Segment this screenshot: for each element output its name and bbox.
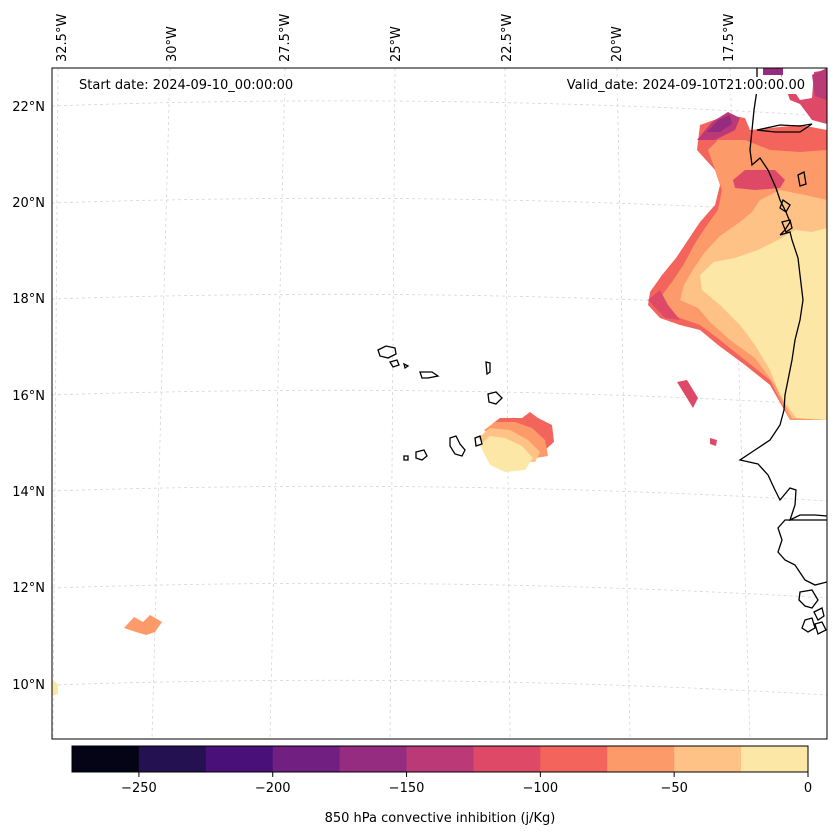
coastline-upper-spit <box>756 123 813 133</box>
cin-contours-southwest <box>52 615 162 696</box>
colorbar-swatches <box>72 746 809 772</box>
lon-label-22-5w: 22.5°W <box>500 14 515 62</box>
colorbar-frame <box>71 745 809 773</box>
lon-label-25w: 25°W <box>389 26 404 62</box>
cin-band-minus-100-to-minus-125-patch2 <box>710 438 717 446</box>
island-fogo <box>415 449 428 461</box>
colorbar-label: 850 hPa convective inhibition (j/Kg) <box>325 811 556 826</box>
island-boa-vista <box>487 391 503 405</box>
colorbar-swatch <box>72 746 140 772</box>
colorbar-swatch <box>272 746 341 772</box>
island-sal <box>485 361 491 376</box>
lat-label-14n: 14°N <box>12 485 45 500</box>
island-maio <box>474 435 483 447</box>
parallel-22n <box>52 100 827 117</box>
colorbar-swatch <box>473 746 541 772</box>
cape-verde-islands <box>377 345 503 461</box>
colorbar-tick-label: −250 <box>121 781 157 796</box>
lon-label-20w: 20°W <box>610 26 625 62</box>
parallel-gridlines <box>52 100 827 696</box>
cin-band-minus-50-to-minus-75-sw <box>124 615 162 635</box>
island-sao-nicolau <box>419 371 440 379</box>
valid-date-annotation: Valid_date: 2024-09-10T21:00:00.00 <box>562 77 809 94</box>
parallel-18n <box>52 293 827 310</box>
colorbar-tick-label: −50 <box>660 781 687 796</box>
cin-band-minus-100-to-minus-125 <box>733 170 785 190</box>
meridian-25w <box>389 68 396 739</box>
island-sao-vicente <box>389 359 400 368</box>
coastline-guinea-islands <box>798 589 827 635</box>
parallel-16n <box>52 389 827 406</box>
lon-label-27-5w: 27.5°W <box>278 14 293 62</box>
colorbar-swatch <box>339 746 408 772</box>
colorbar-tick-label: −200 <box>255 781 291 796</box>
meridian-32-5w <box>52 68 59 739</box>
cin-band-0-to-minus-25-sw <box>52 680 58 696</box>
colorbar-swatch <box>138 746 207 772</box>
colorbar: −250 −200 −150 −100 −50 0 850 hPa convective … <box>71 745 812 826</box>
lat-label-20n: 20°N <box>12 196 45 211</box>
cin-band-minus-100-to-minus-125-west <box>648 290 680 320</box>
lat-label-12n: 12°N <box>12 581 45 596</box>
colorbar-swatch <box>607 746 675 772</box>
map-plot-area <box>52 68 827 739</box>
lat-label-10n: 10°N <box>12 678 45 693</box>
coastline-guinea-bissau <box>777 519 827 586</box>
island-brava <box>403 455 409 461</box>
coastline <box>738 68 827 635</box>
parallel-12n <box>52 582 827 599</box>
parallel-20n <box>52 197 827 214</box>
island-santa-luzia <box>403 362 410 370</box>
colorbar-swatch <box>674 746 742 772</box>
cin-band-minus-100-to-minus-125-ne <box>763 68 827 124</box>
colorbar-swatch <box>205 746 274 772</box>
lat-label-18n: 18°N <box>12 292 45 307</box>
coastline-west-africa <box>738 68 827 522</box>
meridian-20w <box>616 68 631 739</box>
cin-band-minus-150-to-minus-175-top <box>707 115 732 132</box>
island-santiago <box>449 435 466 457</box>
coastline-island-north <box>779 198 793 233</box>
meridian-17-5w <box>729 68 751 739</box>
cin-band-minus-100-to-minus-125-patch1 <box>677 380 698 408</box>
colorbar-swatch <box>406 746 474 772</box>
cin-band-minus-150-to-minus-175-ne <box>763 68 783 75</box>
cin-band-minus-125-to-minus-150-ne <box>812 68 827 100</box>
colorbar-tick-label: −150 <box>389 781 425 796</box>
lat-label-22n: 22°N <box>12 100 45 115</box>
meridian-22-5w <box>504 68 511 739</box>
colorbar-tick-label: −100 <box>523 781 559 796</box>
colorbar-tick-label: 0 <box>804 781 812 796</box>
lon-label-32-5w: 32.5°W <box>55 14 70 62</box>
cin-band-0-to-minus-25 <box>700 228 827 420</box>
parallel-14n <box>52 485 827 502</box>
lat-label-16n: 16°N <box>12 389 45 404</box>
map-frame <box>51 67 828 740</box>
start-date-annotation: Start date: 2024-09-10_00:00:00 <box>75 77 298 94</box>
lon-label-17-5w: 17.5°W <box>722 14 737 62</box>
longitude-labels: 32.5°W 30°W 27.5°W 25°W 22.5°W 20°W 17.5… <box>55 14 737 62</box>
lon-label-30w: 30°W <box>165 26 180 62</box>
colorbar-ticks: −250 −200 −150 −100 −50 0 <box>121 772 812 796</box>
colorbar-swatch <box>741 746 809 772</box>
cin-band-0-to-minus-25-cv <box>480 436 533 472</box>
coastline-dakhla <box>797 171 807 187</box>
cin-contours-capeverde <box>478 412 554 472</box>
latitude-labels: 22°N 20°N 18°N 16°N 14°N 12°N 10°N <box>12 100 45 693</box>
colorbar-swatch <box>540 746 608 772</box>
meridian-27-5w <box>269 68 286 739</box>
parallel-10n <box>52 679 827 696</box>
island-santo-antao <box>377 345 397 359</box>
